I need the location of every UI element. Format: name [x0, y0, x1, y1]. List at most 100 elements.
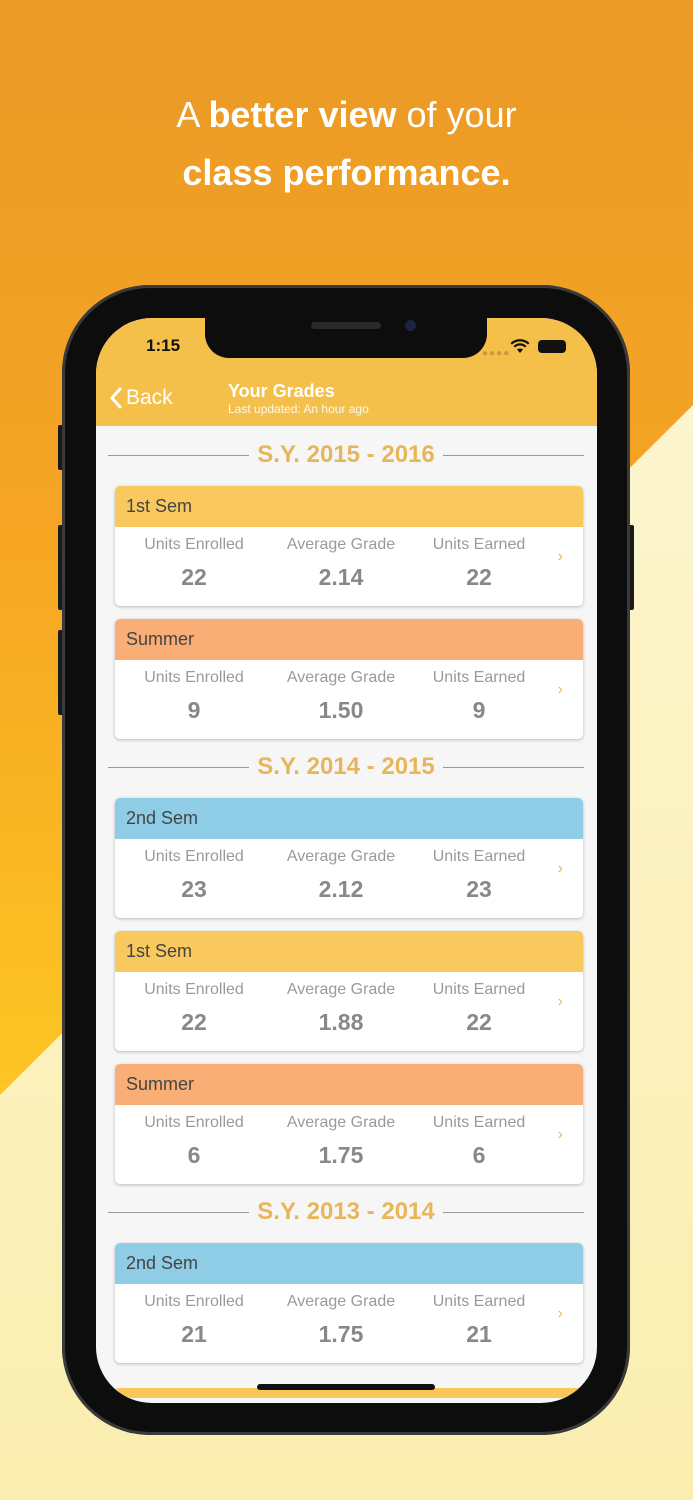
stat-label: Units Enrolled: [144, 669, 244, 686]
divider: [108, 766, 250, 768]
wifi-icon: [510, 339, 530, 353]
phone-screen: 1:15 ●●●● Back Your Grades Last updated:…: [96, 318, 597, 1403]
notch: [205, 318, 487, 358]
divider: [442, 1211, 584, 1213]
school-year-label: S.Y. 2013 - 2014: [257, 1198, 435, 1225]
term-card[interactable]: 1st Sem Units Enrolled 22 Average Grade 2.14…: [115, 486, 583, 606]
school-year-label: S.Y. 2015 - 2016: [257, 441, 435, 468]
stat-label: Units Earned: [432, 1114, 526, 1131]
stat-value: 22: [466, 1009, 492, 1035]
stat-value: 6: [187, 1142, 201, 1168]
term-header: 1st Sem: [115, 486, 583, 527]
stat-average-grade: Average Grade 2.12: [271, 848, 411, 903]
stat-label: Units Enrolled: [144, 1293, 244, 1310]
stat-value: 1.50: [318, 697, 364, 723]
next-card-partial: [115, 1388, 583, 1398]
stat-label: Average Grade: [286, 669, 396, 686]
last-updated: Last updated: An hour ago: [228, 402, 369, 416]
stat-value: 22: [181, 1009, 207, 1035]
divider: [108, 1211, 250, 1213]
back-button[interactable]: Back: [110, 386, 173, 410]
term-card[interactable]: 2nd Sem Units Enrolled 21 Average Grade 1.75…: [115, 1243, 583, 1363]
stat-value: 23: [181, 876, 207, 902]
school-year-heading: S.Y. 2013 - 2014: [108, 1197, 584, 1227]
school-year-label: S.Y. 2014 - 2015: [257, 753, 435, 780]
volume-down-button: [58, 630, 64, 715]
battery-icon: [538, 340, 566, 353]
term-card[interactable]: 2nd Sem Units Enrolled 23 Average Grade 2.12…: [115, 798, 583, 918]
stat-value: 6: [472, 1142, 486, 1168]
term-card[interactable]: Summer Units Enrolled 9 Average Grade 1.50 Un…: [115, 619, 583, 739]
stat-label: Average Grade: [286, 1293, 396, 1310]
stat-average-grade: Average Grade 1.75: [271, 1114, 411, 1169]
stat-units-earned: Units Earned 22: [411, 536, 547, 591]
stat-value: 1.75: [318, 1321, 364, 1347]
back-label: Back: [126, 386, 173, 409]
stat-units-earned: Units Earned 9: [411, 669, 547, 724]
tagline-line-1: A better view of your: [176, 94, 517, 135]
stat-units-enrolled: Units Enrolled 22: [115, 981, 271, 1036]
chevron-right-icon: ›: [557, 1126, 563, 1143]
volume-up-button: [58, 525, 64, 610]
stat-label: Units Earned: [432, 1293, 526, 1310]
home-indicator[interactable]: [257, 1384, 435, 1390]
chevron-right-icon: ›: [557, 681, 563, 698]
stat-value: 1.75: [318, 1142, 364, 1168]
page-title: Your Grades: [228, 381, 335, 401]
divider: [442, 454, 584, 456]
stat-units-earned: Units Earned 6: [411, 1114, 547, 1169]
divider: [442, 766, 584, 768]
term-header: 2nd Sem: [115, 1243, 583, 1284]
stat-units-earned: Units Earned 22: [411, 981, 547, 1036]
stat-value: 22: [466, 564, 492, 590]
stat-label: Average Grade: [286, 1114, 396, 1131]
chevron-right-icon: ›: [557, 860, 563, 877]
stat-units-earned: Units Earned 21: [411, 1293, 547, 1348]
stat-label: Average Grade: [286, 981, 396, 998]
stat-value: 2.12: [318, 876, 364, 902]
stat-units-enrolled: Units Enrolled 9: [115, 669, 271, 724]
stat-average-grade: Average Grade 1.50: [271, 669, 411, 724]
stat-label: Units Earned: [432, 981, 526, 998]
term-header: 1st Sem: [115, 931, 583, 972]
chevron-right-icon: ›: [557, 993, 563, 1010]
divider: [108, 454, 250, 456]
stat-label: Units Enrolled: [144, 1114, 244, 1131]
term-header: Summer: [115, 619, 583, 660]
stat-units-enrolled: Units Enrolled 21: [115, 1293, 271, 1348]
stat-value: 21: [466, 1321, 492, 1347]
stat-value: 9: [472, 697, 486, 723]
stat-value: 2.14: [318, 564, 364, 590]
stat-label: Units Enrolled: [144, 981, 244, 998]
mute-switch: [58, 425, 64, 470]
stat-label: Units Enrolled: [144, 536, 244, 553]
stat-label: Units Earned: [432, 848, 526, 865]
stat-units-earned: Units Earned 23: [411, 848, 547, 903]
status-time: 1:15: [146, 336, 181, 355]
stat-units-enrolled: Units Enrolled 22: [115, 536, 271, 591]
chevron-right-icon: ›: [557, 1305, 563, 1322]
school-year-heading: S.Y. 2015 - 2016: [108, 440, 584, 470]
stat-value: 21: [181, 1321, 207, 1347]
term-header: 2nd Sem: [115, 798, 583, 839]
stat-label: Units Enrolled: [144, 848, 244, 865]
stat-units-enrolled: Units Enrolled 23: [115, 848, 271, 903]
camera: [405, 320, 416, 331]
signal-icon: ●●●●: [482, 348, 511, 359]
term-card[interactable]: 1st Sem Units Enrolled 22 Average Grade 1.88…: [115, 931, 583, 1051]
stat-value: 9: [187, 697, 201, 723]
stat-label: Units Earned: [432, 669, 526, 686]
stat-label: Average Grade: [286, 536, 396, 553]
chevron-right-icon: ›: [557, 548, 563, 565]
stat-average-grade: Average Grade 1.88: [271, 981, 411, 1036]
stat-value: 1.88: [318, 1009, 364, 1035]
stat-label: Average Grade: [286, 848, 396, 865]
stat-value: 23: [466, 876, 492, 902]
school-year-heading: S.Y. 2014 - 2015: [108, 752, 584, 782]
stat-average-grade: Average Grade 1.75: [271, 1293, 411, 1348]
stat-average-grade: Average Grade 2.14: [271, 536, 411, 591]
chevron-left-icon: [110, 387, 122, 409]
term-header: Summer: [115, 1064, 583, 1105]
term-card[interactable]: Summer Units Enrolled 6 Average Grade 1.75 Un…: [115, 1064, 583, 1184]
stat-units-enrolled: Units Enrolled 6: [115, 1114, 271, 1169]
